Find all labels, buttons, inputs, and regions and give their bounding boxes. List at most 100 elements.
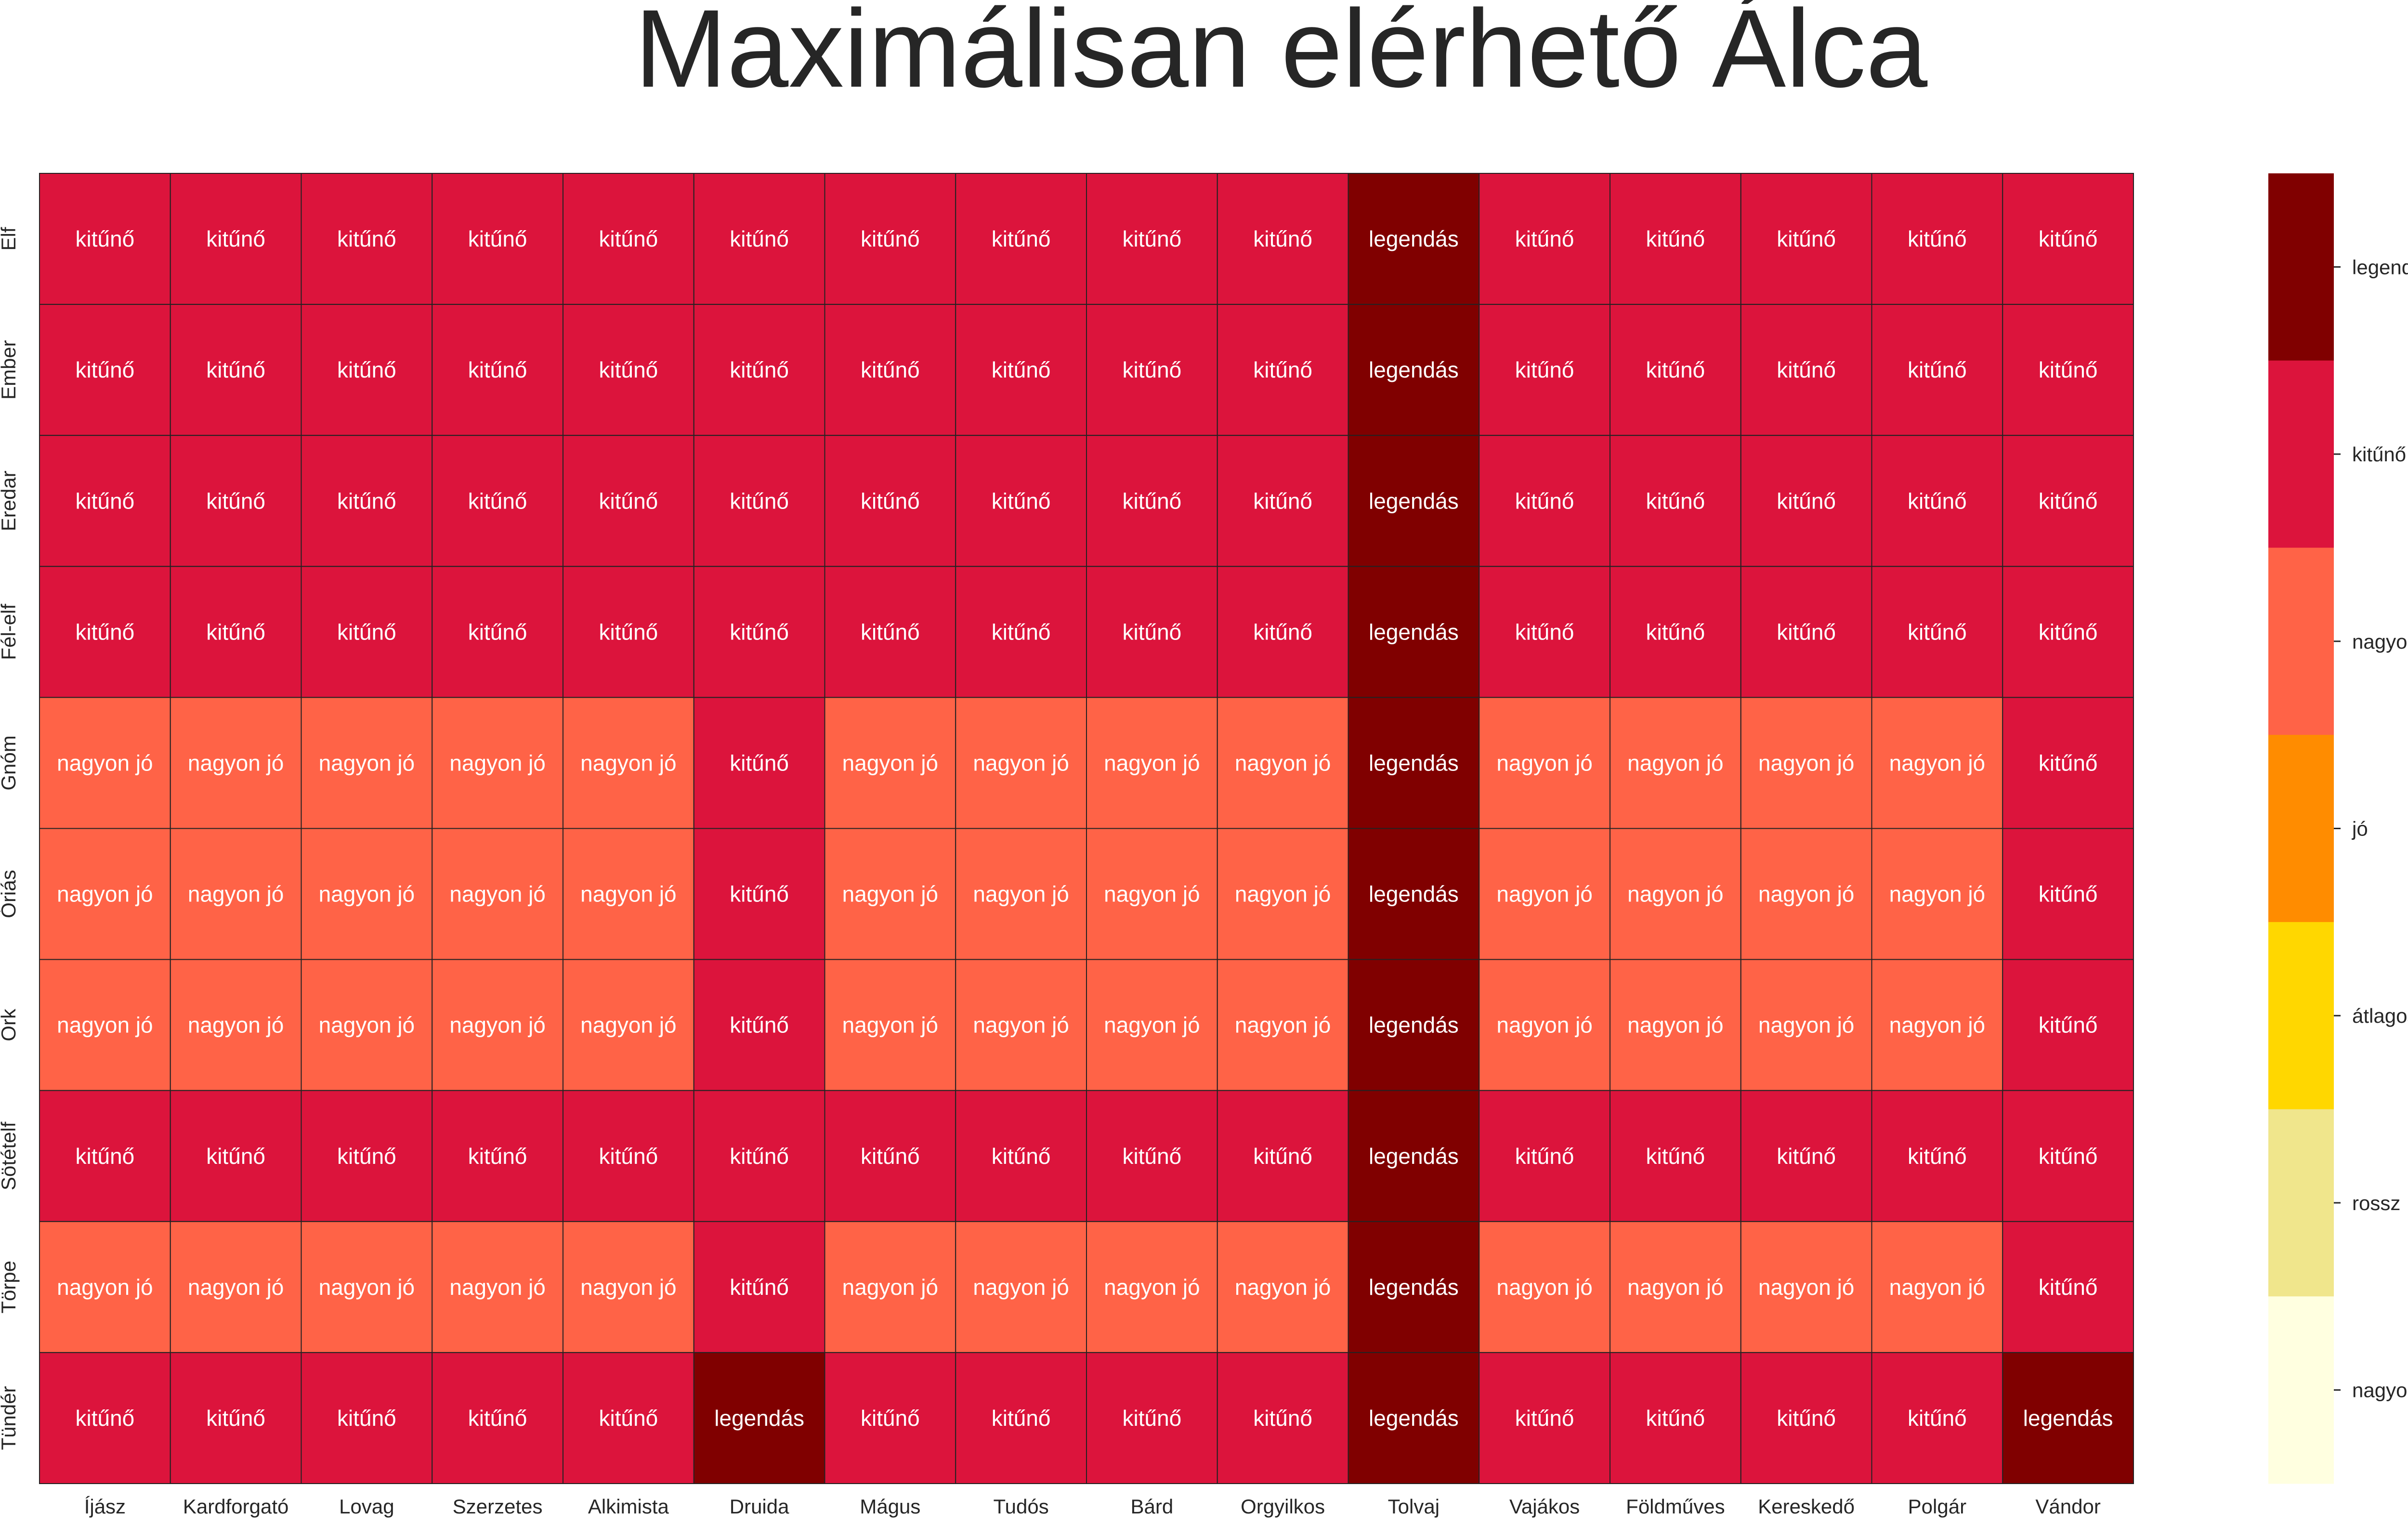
cell-label: kitűnő — [1253, 1144, 1312, 1169]
cell-label: kitűnő — [468, 1144, 527, 1169]
heatmap-cell — [824, 173, 956, 305]
cell-label: kitűnő — [599, 1406, 658, 1431]
heatmap-cell — [693, 566, 825, 698]
heatmap-cell — [1610, 304, 1741, 436]
cell-label: nagyon jó — [1758, 750, 1855, 775]
x-tick-label: Kardforgató — [183, 1495, 288, 1518]
cell-label: nagyon jó — [973, 750, 1069, 775]
cell-label: nagyon jó — [1496, 750, 1593, 775]
heatmap-cell — [1740, 828, 1872, 960]
heatmap-cell — [1871, 173, 2003, 305]
x-tick-label: Mágus — [860, 1495, 920, 1518]
heatmap-cell — [1871, 959, 2003, 1091]
heatmap-cell — [693, 1090, 825, 1222]
heatmap-cell — [39, 697, 171, 829]
cell-label: nagyon jó — [580, 750, 677, 775]
heatmap-cell — [432, 959, 563, 1091]
heatmap-cell — [170, 566, 302, 698]
cell-label: legendás — [714, 1406, 804, 1431]
heatmap-cell — [301, 828, 433, 960]
heatmap-cell — [1217, 697, 1349, 829]
heatmap-cell — [955, 697, 1087, 829]
heatmap-cell — [301, 1090, 433, 1222]
heatmap-cell — [39, 1090, 171, 1222]
colorbar-label: rossz — [2352, 1192, 2400, 1214]
heatmap-cell — [301, 173, 433, 305]
cell-label: kitűnő — [2039, 357, 2098, 382]
cell-label: kitűnő — [1515, 619, 1574, 644]
cell-label: kitűnő — [1908, 1144, 1967, 1169]
cell-label: nagyon jó — [1889, 750, 1986, 775]
heatmap-cell — [2002, 1352, 2134, 1484]
cell-label: nagyon jó — [1235, 750, 1331, 775]
cell-label: kitűnő — [337, 488, 396, 513]
heatmap-cell — [301, 566, 433, 698]
heatmap-cell — [39, 566, 171, 698]
x-tick-label: Bárd — [1131, 1495, 1174, 1518]
cell-label: kitűnő — [2039, 882, 2098, 907]
cell-label: kitűnő — [1123, 619, 1182, 644]
heatmap-cell — [563, 697, 694, 829]
cell-label: kitűnő — [1253, 226, 1312, 251]
heatmap-cell — [1348, 828, 1480, 960]
heatmap-cell — [2002, 959, 2134, 1091]
colorbar-segment — [2268, 922, 2334, 1110]
heatmap-cell — [1610, 1090, 1741, 1222]
cell-label: legendás — [1369, 619, 1459, 644]
cell-label: kitűnő — [1646, 1144, 1705, 1169]
heatmap-cell — [1610, 435, 1741, 567]
cell-label: kitűnő — [1908, 226, 1967, 251]
cell-label: nagyon jó — [57, 750, 153, 775]
colorbar-segment — [2268, 1296, 2334, 1484]
cell-label: nagyon jó — [1627, 1013, 1724, 1038]
heatmap-cell — [1217, 828, 1349, 960]
cell-label: kitűnő — [337, 619, 396, 644]
cell-label: kitűnő — [1253, 357, 1312, 382]
cell-label: legendás — [1369, 882, 1459, 907]
y-tick-label: Ember — [0, 340, 20, 400]
heatmap-cell — [2002, 828, 2134, 960]
cell-label: nagyon jó — [842, 1275, 939, 1300]
heatmap-cell — [1086, 435, 1218, 567]
cell-label: nagyon jó — [1758, 882, 1855, 907]
cell-label: kitűnő — [206, 488, 265, 513]
y-axis: Elf Ember Eredar Fél-elf Gnóm Óriás Ork Sötétel… — [0, 227, 20, 1450]
cell-label: nagyon jó — [1235, 882, 1331, 907]
cell-label: kitűnő — [861, 488, 920, 513]
cell-label: legendás — [1369, 750, 1459, 775]
cell-label: kitűnő — [730, 619, 789, 644]
x-tick-label: Vándor — [2035, 1495, 2100, 1518]
heatmap-cell — [1610, 697, 1741, 829]
heatmap-cell — [824, 828, 956, 960]
heatmap-cell — [1479, 173, 1610, 305]
x-tick-label: Vajákos — [1509, 1495, 1580, 1518]
cell-label: nagyon jó — [1758, 1275, 1855, 1300]
cell-label: kitűnő — [1908, 1406, 1967, 1431]
heatmap-cell — [1217, 304, 1349, 436]
x-axis: Íjász Kardforgató Lovag Szerzetes Alkimista D… — [84, 1495, 2101, 1518]
cell-label: kitűnő — [992, 357, 1051, 382]
cell-label: kitűnő — [1253, 488, 1312, 513]
cell-label: kitűnő — [861, 1144, 920, 1169]
heatmap-cell — [39, 435, 171, 567]
cell-label: nagyon jó — [1235, 1275, 1331, 1300]
heatmap-cell — [1086, 304, 1218, 436]
x-tick-label: Orgyilkos — [1241, 1495, 1325, 1518]
heatmap-cell — [39, 173, 171, 305]
cell-label: kitűnő — [1515, 1144, 1574, 1169]
cell-label: kitűnő — [599, 226, 658, 251]
heatmap-cell — [1086, 1221, 1218, 1353]
heatmap-cell — [1479, 566, 1610, 698]
colorbar: legendás kitűnő nagyon jó jó átlagos rossz nag… — [2268, 173, 2408, 1484]
heatmap-cell — [170, 173, 302, 305]
heatmap-cell — [693, 828, 825, 960]
heatmap-cell — [955, 1221, 1087, 1353]
x-tick-label: Tolvaj — [1388, 1495, 1440, 1518]
cell-label: nagyon jó — [973, 882, 1069, 907]
cell-label: kitűnő — [2039, 619, 2098, 644]
heatmap-cell — [1217, 959, 1349, 1091]
heatmap-cell — [170, 697, 302, 829]
heatmap-cell — [2002, 435, 2134, 567]
heatmap-cell — [2002, 1090, 2134, 1222]
